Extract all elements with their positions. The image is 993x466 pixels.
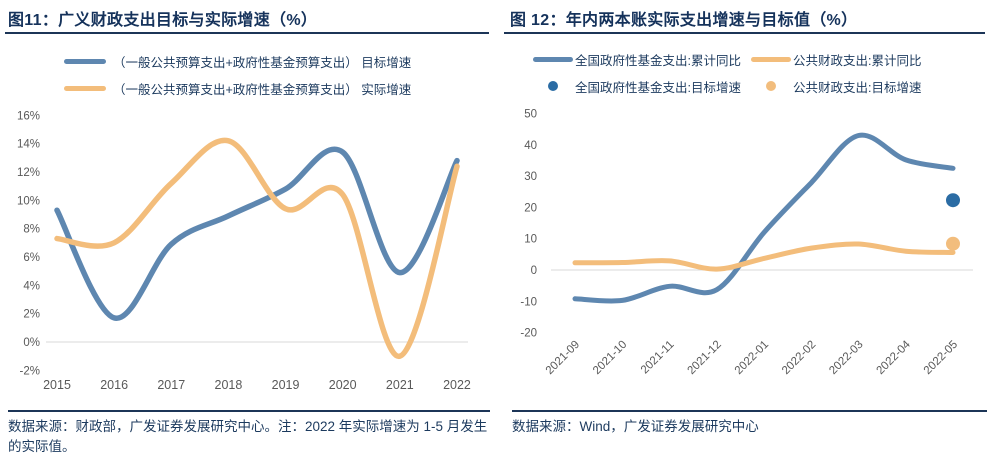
y-tick-label: 30: [524, 171, 537, 183]
legend-label: （一般公共预算支出+政府性基金预算支出） 实际增速: [113, 82, 412, 97]
x-tick-label: 2019: [272, 378, 300, 392]
x-tick-label: 2015: [43, 378, 71, 392]
figure-11-legend: （一般公共预算支出+政府性基金预算支出） 目标增速 （一般公共预算支出+政府性基…: [64, 51, 411, 98]
x-tick-label: 2021-12: [686, 339, 724, 377]
legend-label: 公共财政支出:目标增速: [793, 80, 922, 95]
legend-line-swatch-orange: [751, 56, 791, 62]
legend-label: 全国政府性基金支出:目标增速: [575, 80, 741, 95]
y-tick-label: 10: [524, 234, 537, 246]
figure-11-title-rule: [5, 32, 489, 34]
x-tick-label: 2021-11: [639, 339, 677, 377]
x-tick-label: 2022: [443, 378, 471, 392]
x-tick-label: 2022-05: [922, 339, 960, 377]
x-tick-label: 2018: [215, 378, 243, 392]
y-tick-label: -20: [520, 328, 537, 340]
series-line: [54, 146, 460, 321]
y-tick-label: 40: [524, 140, 537, 152]
legend-label: 公共财政支出:累计同比: [793, 53, 922, 68]
x-tick-label: 2022-04: [875, 338, 914, 377]
target-dot: [946, 236, 960, 251]
y-tick-label: 50: [524, 109, 537, 121]
y-tick-label: 6%: [23, 252, 40, 264]
y-tick-label: 14%: [17, 139, 40, 151]
y-tick-label: 8%: [23, 224, 40, 236]
y-tick-label: 4%: [23, 280, 40, 292]
x-tick-label: 2016: [100, 378, 128, 392]
y-tick-label: 20: [524, 202, 537, 214]
series-line: [572, 241, 956, 272]
legend-dot-swatch-box: [533, 81, 573, 91]
figure-11-panel: 图11：广义财政支出目标与实际增速（%） （一般公共预算支出+政府性基金预算支出…: [0, 0, 496, 466]
x-tick-label: 2021-10: [591, 339, 629, 377]
figure-12-source: 数据来源：Wind，广发证券发展研究中心: [512, 410, 987, 437]
y-tick-label: 2%: [23, 309, 40, 321]
y-tick-label: -2%: [20, 365, 40, 377]
legend-dot-swatch-orange: [766, 81, 776, 91]
y-tick-label: 12%: [17, 167, 40, 179]
legend-dot-swatch-box: [751, 81, 791, 91]
legend-label: （一般公共预算支出+政府性基金预算支出） 目标增速: [113, 55, 412, 70]
y-tick-label: 0: [531, 265, 537, 277]
y-tick-label: 10%: [17, 195, 40, 207]
series-line: [572, 132, 956, 304]
x-tick-label: 2022-03: [827, 339, 865, 377]
figure-11-title: 图11：广义财政支出目标与实际增速（%）: [8, 12, 318, 29]
legend-item-govfund-cumulative: 全国政府性基金支出:累计同比: [533, 49, 751, 69]
x-tick-label: 2022-01: [733, 339, 771, 377]
legend-item-target-growth: （一般公共预算支出+政府性基金预算支出） 目标增速: [64, 51, 411, 71]
legend-line-swatch-orange: [64, 85, 106, 91]
figure-12-title: 图 12：年内两本账实际支出增速与目标值（%）: [510, 12, 858, 29]
y-tick-label: 16%: [17, 110, 40, 122]
series-line: [54, 137, 460, 359]
figure-12-title-rule: [504, 32, 985, 34]
target-dot: [946, 193, 960, 208]
x-tick-label: 2022-02: [780, 339, 818, 377]
legend-item-public-cumulative: 公共财政支出:累计同比: [751, 49, 921, 69]
source-note-text: 数据来源：财政部，广发证券发展研究中心。注：2022 年实际增速为 1-5 月发…: [8, 419, 488, 455]
legend-line-swatch-blue: [64, 58, 106, 64]
x-tick-label: 2021: [386, 378, 414, 392]
legend-item-actual-growth: （一般公共预算支出+政府性基金预算支出） 实际增速: [64, 78, 411, 98]
y-tick-label: 0%: [23, 337, 40, 349]
x-tick-label: 2021-09: [544, 339, 582, 377]
legend-dot-swatch-blue: [548, 81, 558, 91]
x-tick-label: 2017: [157, 378, 185, 392]
chart-figure-11: 16% 14% 12% 10% 8% 6% 4% 2% 0% -2%2015 2016 2017 201…: [17, 110, 471, 392]
legend-label: 全国政府性基金支出:累计同比: [575, 53, 741, 68]
figure-11-source: 数据来源：财政部，广发证券发展研究中心。注：2022 年实际增速为 1-5 月发…: [8, 410, 490, 458]
y-tick-label: -10: [520, 296, 537, 308]
figure-12-panel: 图 12：年内两本账实际支出增速与目标值（%） 全国政府性基金支出:累计同比 公…: [497, 0, 993, 466]
source-note-text: 数据来源：Wind，广发证券发展研究中心: [512, 419, 759, 434]
legend-item-public-target: 公共财政支出:目标增速: [751, 76, 921, 96]
legend-item-govfund-target: 全国政府性基金支出:目标增速: [533, 76, 751, 96]
x-tick-label: 2020: [329, 378, 357, 392]
legend-line-swatch-blue: [533, 56, 573, 62]
figure-12-legend: 全国政府性基金支出:累计同比 公共财政支出:累计同比 全国政府性基金支出:目标增…: [533, 49, 921, 96]
